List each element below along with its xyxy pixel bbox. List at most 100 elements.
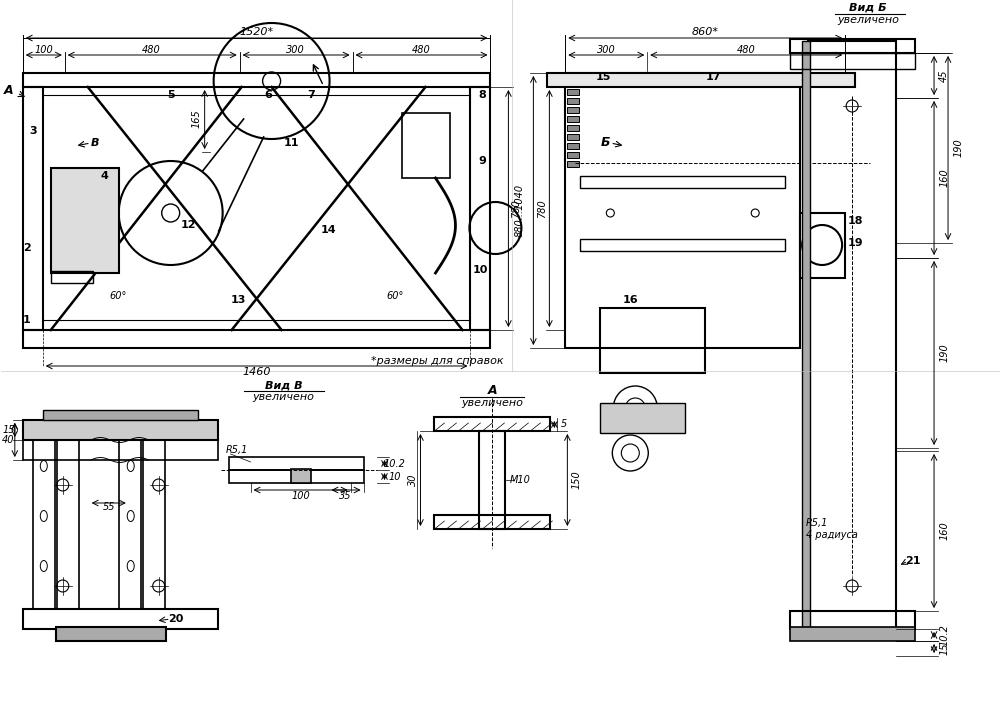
Text: 17: 17 bbox=[705, 72, 721, 82]
Bar bbox=[214, 81, 330, 136]
Text: M10: M10 bbox=[510, 475, 531, 485]
Bar bbox=[600, 308, 705, 373]
Text: 18: 18 bbox=[847, 216, 863, 226]
Bar bbox=[567, 116, 579, 122]
Text: 780: 780 bbox=[511, 199, 521, 218]
Bar bbox=[23, 420, 218, 440]
Text: увеличено: увеличено bbox=[461, 398, 523, 408]
Text: R5,1: R5,1 bbox=[806, 518, 829, 528]
Text: 30: 30 bbox=[407, 474, 417, 486]
Bar bbox=[567, 152, 579, 158]
Text: 21: 21 bbox=[905, 556, 921, 566]
Text: 165: 165 bbox=[192, 110, 202, 129]
Text: 190: 190 bbox=[939, 344, 949, 362]
Text: Вид Б: Вид Б bbox=[849, 3, 887, 13]
Text: 12: 12 bbox=[181, 220, 196, 230]
Text: 480: 480 bbox=[737, 45, 756, 55]
Bar bbox=[802, 41, 810, 629]
Text: 5: 5 bbox=[167, 90, 174, 100]
Bar bbox=[479, 431, 505, 529]
Bar bbox=[800, 213, 845, 278]
Text: 100: 100 bbox=[291, 491, 310, 501]
Bar bbox=[56, 627, 166, 641]
Bar bbox=[565, 73, 800, 348]
Text: 9: 9 bbox=[478, 156, 486, 166]
Bar bbox=[229, 470, 364, 483]
Text: 14: 14 bbox=[321, 225, 336, 235]
Bar bbox=[57, 428, 79, 609]
Bar bbox=[567, 89, 579, 95]
Bar bbox=[434, 515, 550, 529]
Bar bbox=[143, 428, 165, 609]
Text: 860*: 860* bbox=[692, 27, 719, 37]
Text: 6: 6 bbox=[265, 90, 273, 100]
Text: 1520*: 1520* bbox=[240, 27, 274, 37]
Text: Б: Б bbox=[601, 136, 610, 150]
Bar bbox=[808, 41, 896, 629]
Text: 60°: 60° bbox=[109, 291, 126, 301]
Bar bbox=[790, 39, 915, 53]
Text: A: A bbox=[488, 385, 497, 397]
Text: 13: 13 bbox=[231, 295, 246, 305]
Bar bbox=[567, 125, 579, 131]
Text: 10: 10 bbox=[473, 265, 488, 275]
Bar bbox=[23, 330, 490, 348]
Text: 55: 55 bbox=[102, 502, 115, 512]
Bar bbox=[600, 403, 685, 433]
Text: 880...1040: 880...1040 bbox=[514, 184, 524, 237]
Text: 100: 100 bbox=[34, 45, 53, 55]
Bar bbox=[23, 440, 218, 460]
Text: увеличено: увеличено bbox=[253, 392, 315, 402]
Text: 60°: 60° bbox=[387, 291, 404, 301]
Text: 45: 45 bbox=[939, 70, 949, 82]
Text: 190: 190 bbox=[953, 138, 963, 157]
Text: 150: 150 bbox=[571, 470, 581, 489]
Text: R5,1: R5,1 bbox=[225, 445, 248, 455]
Text: 10.2: 10.2 bbox=[939, 624, 949, 646]
Text: 5: 5 bbox=[561, 419, 567, 429]
Bar bbox=[23, 609, 218, 629]
Text: 8: 8 bbox=[479, 90, 486, 100]
Text: 300: 300 bbox=[597, 45, 616, 55]
Bar bbox=[23, 73, 490, 87]
Text: 1460: 1460 bbox=[242, 367, 271, 377]
Bar bbox=[567, 98, 579, 104]
Bar bbox=[229, 457, 364, 470]
Text: 2: 2 bbox=[23, 243, 31, 253]
Text: 4 радиуса: 4 радиуса bbox=[806, 530, 858, 540]
Text: 11: 11 bbox=[284, 138, 299, 148]
Text: 35: 35 bbox=[339, 491, 352, 501]
Text: 480: 480 bbox=[142, 45, 161, 55]
Bar bbox=[567, 143, 579, 149]
Bar bbox=[119, 428, 141, 609]
Bar bbox=[790, 53, 915, 69]
Text: 15: 15 bbox=[3, 425, 15, 435]
Text: 480: 480 bbox=[412, 45, 431, 55]
Bar bbox=[567, 107, 579, 113]
Text: 3: 3 bbox=[29, 126, 37, 136]
Bar bbox=[580, 176, 785, 188]
Bar bbox=[51, 168, 119, 273]
Bar bbox=[580, 239, 785, 251]
Text: 19: 19 bbox=[847, 238, 863, 248]
Text: 7: 7 bbox=[308, 90, 315, 100]
Bar bbox=[547, 73, 855, 87]
Bar bbox=[33, 428, 55, 609]
Text: 10.2: 10.2 bbox=[384, 459, 405, 469]
Text: 4: 4 bbox=[101, 171, 109, 181]
Text: 780: 780 bbox=[537, 199, 547, 218]
Bar bbox=[51, 271, 93, 283]
Text: 1: 1 bbox=[23, 315, 31, 325]
Bar bbox=[567, 161, 579, 167]
Text: 160: 160 bbox=[939, 522, 949, 541]
Bar bbox=[790, 611, 915, 629]
Bar bbox=[790, 627, 915, 641]
Text: увеличено: увеличено bbox=[837, 15, 899, 25]
Text: 300: 300 bbox=[286, 45, 305, 55]
Bar bbox=[402, 113, 450, 178]
Text: В: В bbox=[90, 138, 99, 148]
Bar bbox=[23, 87, 43, 330]
Text: 10: 10 bbox=[388, 472, 401, 482]
Bar bbox=[291, 469, 311, 483]
Text: 15: 15 bbox=[596, 72, 611, 82]
